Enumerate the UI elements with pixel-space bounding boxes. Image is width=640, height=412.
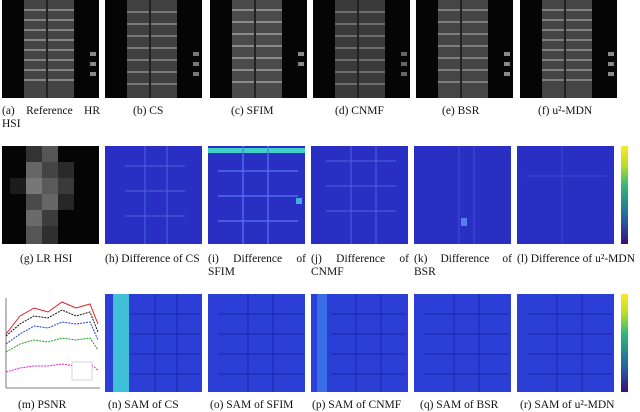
series-line: [5, 337, 99, 353]
caption: (k) Difference of BSR: [414, 253, 512, 278]
cs-result-image: [105, 0, 202, 98]
caption: (r) SAM of u²-MDN: [520, 399, 615, 411]
series-line: [5, 309, 99, 337]
sam-cs-image: [105, 294, 202, 392]
colorbar: [621, 146, 628, 244]
bsr-result-image: [416, 0, 513, 98]
sam-cnmf-image: [311, 294, 408, 392]
caption: (h) Difference of CS: [105, 253, 200, 265]
caption: (b) CS: [133, 105, 164, 117]
series-line: [5, 301, 99, 335]
caption: (n) SAM of CS: [108, 399, 179, 411]
difference-sfim-image: [208, 146, 305, 244]
caption: (o) SAM of SFIM: [210, 399, 294, 411]
caption: (c) SFIM: [231, 105, 274, 117]
difference-cnmf-image: [311, 146, 408, 244]
colorbar: [621, 294, 628, 392]
building-facade-graphic: [24, 0, 96, 98]
difference-u2-mdn-image: [517, 146, 614, 244]
caption: (i) Difference of SFIM: [208, 253, 306, 278]
caption: (d) CNMF: [335, 105, 384, 117]
psnr-plot-image: [0, 294, 104, 394]
series-line: [5, 321, 99, 345]
sam-u2-mdn-image: [517, 294, 614, 392]
sfim-result-image: [210, 0, 307, 98]
sam-bsr-image: [414, 294, 511, 392]
caption: (l) Difference of u²-MDN: [517, 253, 635, 265]
sam-sfim-image: [208, 294, 305, 392]
caption: (e) BSR: [442, 105, 480, 117]
lr-hsi-image: [2, 146, 99, 244]
caption: (a) Reference HR HSI: [2, 105, 100, 130]
difference-cs-image: [105, 146, 202, 244]
u2-mdn-result-image: [520, 0, 617, 98]
caption: (g) LR HSI: [20, 253, 73, 265]
caption: (f) u²-MDN: [538, 105, 593, 117]
caption: (p) SAM of CNMF: [312, 399, 402, 411]
caption: (m) PSNR: [18, 399, 67, 411]
cnmf-result-image: [313, 0, 410, 98]
difference-bsr-image: [414, 146, 511, 244]
caption: (j) Difference of CNMF: [311, 253, 409, 278]
reference-hr-hsi-image: [2, 0, 99, 98]
caption: (q) SAM of BSR: [420, 399, 499, 411]
